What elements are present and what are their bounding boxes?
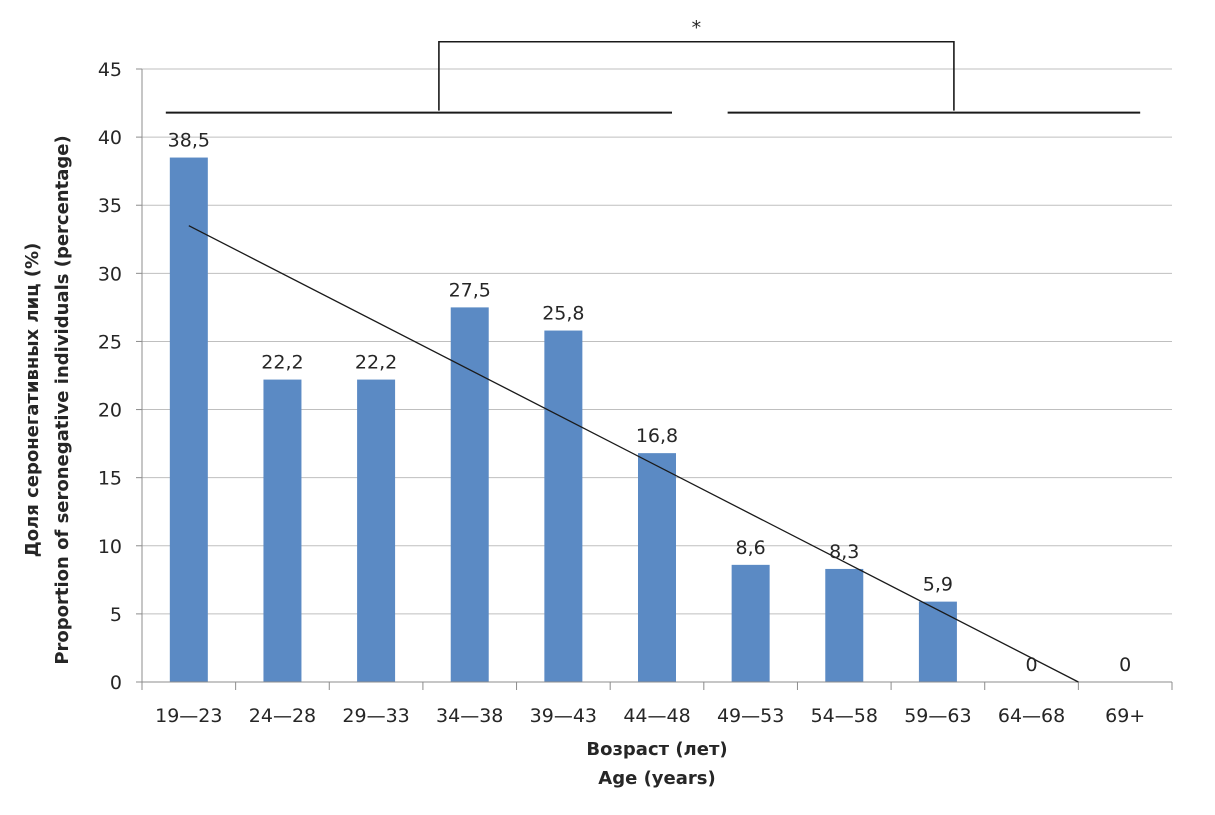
x-tick-label: 19—23 xyxy=(155,705,222,727)
gridlines xyxy=(142,68,1172,615)
data-label: 38,5 xyxy=(168,130,210,152)
y-axis-title-line-2: Proportion of seronegative individuals (… xyxy=(52,135,73,664)
bar xyxy=(731,564,770,682)
x-tick-label: 44—48 xyxy=(623,705,690,727)
data-label: 8,6 xyxy=(736,537,766,559)
significance-bracket xyxy=(438,40,955,111)
y-tick-label: 20 xyxy=(98,400,122,422)
trendline xyxy=(188,225,1079,683)
y-tick-label: 0 xyxy=(110,672,122,694)
bar xyxy=(357,379,396,682)
x-tick-label: 64—68 xyxy=(998,705,1065,727)
x-tick-label: 59—63 xyxy=(904,705,971,727)
data-label: 25,8 xyxy=(542,303,584,325)
data-label: 16,8 xyxy=(636,425,678,447)
axes: 0 5 10 15 20 25 30 35 40 45 19—23 24—28 29—33 34—38 39… xyxy=(98,59,1173,727)
y-tick-label: 25 xyxy=(98,331,122,353)
y-tick-label: 15 xyxy=(98,468,122,490)
x-tick-label: 39—43 xyxy=(530,705,597,727)
x-tick-label: 24—28 xyxy=(249,705,316,727)
data-label: 0 xyxy=(1119,654,1131,676)
y-tick-label: 45 xyxy=(98,59,122,81)
data-label: 27,5 xyxy=(449,279,491,301)
y-tick-label: 10 xyxy=(98,536,122,558)
data-label: 0 xyxy=(1025,654,1037,676)
bar xyxy=(169,157,208,683)
data-label: 22,2 xyxy=(355,352,397,374)
y-tick-label: 40 xyxy=(98,127,122,149)
significance-bracket-group: * xyxy=(165,17,1141,114)
bars xyxy=(169,157,957,683)
significance-marker: * xyxy=(692,17,702,39)
y-tick-label: 30 xyxy=(98,263,122,285)
data-label: 22,2 xyxy=(261,352,303,374)
bar xyxy=(918,601,957,682)
y-tick-label: 35 xyxy=(98,195,122,217)
x-tick-label: 29—33 xyxy=(342,705,409,727)
bar xyxy=(638,453,676,682)
bar xyxy=(825,568,864,682)
x-tick-label: 49—53 xyxy=(717,705,784,727)
data-labels: 38,5 22,2 22,2 27,5 25,8 16,8 8,6 8,3 5,9 0 0 xyxy=(168,130,1132,676)
bar xyxy=(544,330,583,682)
x-axis-title-line-2: Age (years) xyxy=(598,768,715,789)
trendline-group xyxy=(188,225,1079,683)
x-tick-label: 34—38 xyxy=(436,705,503,727)
bar xyxy=(263,379,302,682)
x-tick-label: 69+ xyxy=(1105,705,1145,727)
data-label: 8,3 xyxy=(829,541,859,563)
y-axis-title-line-1: Доля серонегативных лиц (%) xyxy=(22,243,43,558)
x-tick-label: 54—58 xyxy=(811,705,878,727)
data-label: 5,9 xyxy=(923,574,953,596)
x-axis-title-line-1: Возраст (лет) xyxy=(586,739,727,760)
y-tick-label: 5 xyxy=(110,604,122,626)
